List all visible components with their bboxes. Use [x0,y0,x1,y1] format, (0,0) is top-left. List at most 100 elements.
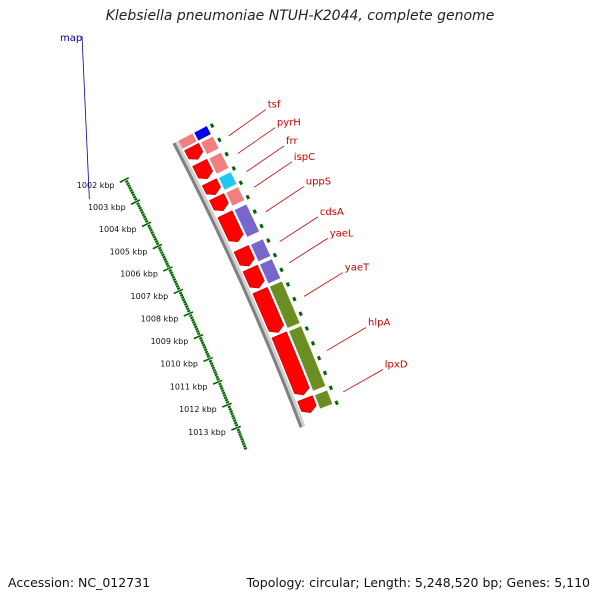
minor-tick [212,368,217,372]
minor-tick [191,318,195,322]
minor-tick [139,208,144,212]
minor-tick [237,430,242,434]
cds-arrow-ispC [209,193,229,211]
cds-track [178,133,317,414]
map-link-leader [81,35,90,200]
gene-label-tsf: tsf [268,100,281,111]
cds-arrow-pyrH [192,158,214,179]
minor-tick [239,435,243,439]
minor-tick [131,193,136,197]
minor-tick [225,400,230,404]
minor-tick [137,204,141,208]
minor-tick [200,341,205,345]
major-tick [141,221,152,228]
minor-tick [240,437,244,441]
minor-tick [148,226,152,230]
minor-tick [190,316,194,320]
label-leader-hlpA [326,327,367,351]
cds-arrow-cdsA [233,245,255,267]
minor-tick [199,339,204,343]
minor-tick [171,275,176,279]
tick-label: 1008 kbp [141,314,179,323]
gene-labels: tsf pyrH frr ispC uppS cdsA yaeL yaeT hlpA lpxD [228,100,408,393]
minor-tick [211,366,216,370]
major-tick [222,402,232,408]
minor-tick [220,387,224,391]
minor-tick [142,215,147,219]
minor-tick [147,224,151,228]
minor-tick [154,239,159,244]
minor-tick [228,407,232,411]
minor-tick [158,248,163,252]
minor-tick [236,428,241,432]
minor-tick [216,377,220,381]
minor-tick [160,251,164,255]
minor-tick [164,260,168,264]
minor-tick [215,375,219,379]
major-tick [119,177,130,184]
major-tick [193,333,204,340]
minor-tick [194,325,198,329]
minor-tick [221,389,225,393]
cog-band-pyrH [207,151,230,175]
cog-band-yaeT [268,280,301,330]
tick-label: 1003 kbp [88,203,126,212]
minor-tick [193,323,197,327]
accession-text: Accession: NC_012731 [8,575,151,590]
map-link[interactable]: map [60,33,82,44]
label-leader-lpxD [343,369,383,393]
tick-label: 1013 kbp [188,428,226,437]
label-leader-ispC [253,161,293,188]
minor-tick [133,197,138,201]
tick-label: 1010 kbp [160,360,198,369]
minor-tick [224,398,229,402]
minor-tick [185,307,190,311]
tick-label: 1006 kbp [120,270,158,279]
minor-tick [183,302,188,306]
minor-tick [232,419,237,423]
cog-band-hlpA [287,324,327,392]
minor-tick [232,416,236,420]
minor-tick [162,255,166,259]
minor-tick [233,421,238,425]
cds-arrow-frr [201,178,221,195]
gc-skew-track [209,123,342,413]
cog-track [194,126,334,410]
minor-tick [223,396,228,400]
minor-tick [174,282,179,286]
minor-tick [213,370,218,374]
minor-tick [151,233,156,237]
minor-tick [198,336,203,340]
minor-tick [196,329,200,334]
minor-tick [155,242,160,246]
minor-tick [227,405,232,409]
major-tick [163,266,173,272]
topology-text: Topology: circular; Length: 5,248,520 bp… [246,575,590,590]
minor-tick [149,228,153,232]
major-tick [231,425,242,431]
backbone-line [172,142,303,428]
scale-ticks: 1002 kbp 1003 kbp 1004 kbp 1005 kbp 1006 kbp… [77,177,248,450]
minor-tick [203,348,208,352]
minor-tick [126,182,130,186]
tick-label: 1002 kbp [77,181,115,190]
minor-tick [210,364,215,368]
label-leader-uppS [265,186,304,213]
minor-tick [129,188,134,192]
cog-band-frr [217,170,238,191]
minor-tick [219,384,223,388]
minor-tick [205,352,210,356]
minor-tick [195,327,199,331]
cog-band-cdsA [249,237,272,263]
label-leader-yaeT [303,272,344,297]
minor-tick [218,382,222,386]
label-leader-yaeL [289,238,328,264]
minor-tick [241,442,246,446]
minor-tick [208,359,213,363]
minor-tick [157,246,162,250]
tick-label: 1009 kbp [151,337,189,346]
minor-tick [206,355,211,359]
minor-tick [166,264,170,268]
